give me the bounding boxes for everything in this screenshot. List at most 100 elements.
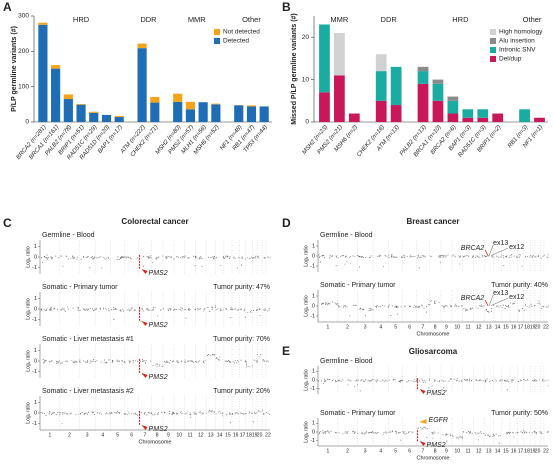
bar-segment — [185, 101, 196, 110]
cn-point — [420, 256, 422, 258]
x-tick-label: 3 — [364, 448, 367, 454]
y-axis-title: Log₂ ratio — [25, 246, 31, 268]
x-tick-label: 11 — [465, 324, 470, 330]
cn-point — [428, 387, 430, 389]
cn-point — [370, 309, 372, 311]
cn-point — [412, 380, 414, 382]
cn-point — [330, 430, 332, 432]
cn-point — [319, 431, 321, 433]
cn-point — [49, 360, 51, 362]
x-tick-label: 4 — [101, 432, 104, 438]
cn-point — [129, 257, 131, 259]
cn-point — [503, 265, 505, 267]
cn-point — [123, 413, 125, 415]
cn-point — [142, 266, 144, 268]
cn-point — [493, 256, 495, 258]
cn-point — [121, 256, 123, 258]
cn-point — [469, 431, 471, 433]
cn-point — [423, 255, 425, 257]
cn-point — [171, 360, 173, 362]
y-axis-title: P/LP germline variants (#) — [11, 26, 18, 112]
x-tick-label: 4 — [379, 324, 382, 330]
cn-point — [92, 411, 94, 413]
cn-point — [113, 307, 115, 309]
cn-point — [318, 254, 320, 256]
cn-point — [455, 305, 457, 307]
x-tick-label: 2 — [346, 448, 349, 454]
cn-point — [401, 256, 403, 258]
cn-point — [547, 385, 549, 387]
panel-title: Gliosarcoma — [409, 347, 458, 356]
cn-point — [257, 256, 259, 258]
cn-point — [56, 362, 58, 364]
cn-point — [491, 255, 493, 257]
cn-point — [199, 257, 201, 259]
cn-point — [62, 412, 64, 414]
cn-point — [331, 256, 333, 258]
cn-point — [153, 414, 155, 416]
cn-point — [357, 433, 359, 434]
cn-point — [459, 436, 461, 438]
bar-segment — [534, 117, 545, 122]
cn-point — [86, 361, 88, 363]
cn-point — [45, 360, 47, 362]
cn-point — [395, 307, 397, 308]
annotation-label: BRCA2 — [461, 295, 484, 302]
bar-segment — [259, 106, 269, 122]
cn-point — [542, 255, 544, 257]
cn-point — [392, 431, 394, 433]
cn-point — [489, 436, 491, 438]
legend-label: Del/dup — [499, 56, 522, 63]
cn-point — [354, 431, 356, 433]
bar-segment — [246, 106, 257, 122]
cn-point — [346, 255, 348, 257]
x-tick-label: MSH2 (n=23) — [302, 124, 330, 155]
cn-point — [417, 380, 419, 382]
cn-point — [340, 256, 342, 258]
cn-point — [357, 255, 359, 257]
cn-point — [131, 413, 133, 415]
cn-point — [43, 361, 45, 363]
cn-point — [238, 361, 239, 363]
bar-segment — [63, 99, 73, 122]
cn-point — [219, 310, 221, 311]
panel-letter: D — [282, 216, 291, 230]
cn-point — [406, 381, 408, 383]
cn-point — [345, 255, 347, 257]
cn-point — [196, 361, 198, 363]
cn-point — [158, 365, 160, 367]
cn-point — [241, 257, 243, 259]
cn-point — [345, 432, 347, 434]
cn-point — [167, 310, 169, 311]
cn-point — [533, 380, 535, 382]
cn-point — [328, 431, 330, 433]
cn-point — [40, 412, 42, 414]
cn-point — [83, 256, 85, 258]
cn-point — [410, 380, 412, 382]
cn-point — [230, 308, 232, 310]
cn-point — [132, 359, 134, 361]
cn-point — [116, 258, 118, 260]
cn-point — [466, 255, 468, 256]
cn-point — [122, 308, 124, 310]
cn-point — [266, 360, 268, 362]
cn-point — [226, 255, 228, 257]
x-tick-label: 3 — [86, 432, 89, 438]
cn-point — [443, 306, 445, 308]
cn-point — [147, 308, 149, 310]
cn-point — [444, 380, 446, 382]
cn-point — [243, 310, 245, 312]
cn-point — [114, 412, 116, 413]
cn-point — [239, 257, 240, 259]
cn-point — [235, 412, 236, 414]
cn-point — [158, 413, 160, 415]
cn-point — [122, 256, 124, 258]
cn-point — [474, 431, 476, 433]
cn-point — [255, 412, 257, 414]
cn-point — [520, 379, 522, 381]
cn-point — [469, 432, 471, 434]
cn-point — [514, 302, 516, 304]
cn-point — [160, 309, 162, 311]
cn-point — [547, 254, 549, 256]
y-tick-label: 300 — [18, 13, 29, 20]
